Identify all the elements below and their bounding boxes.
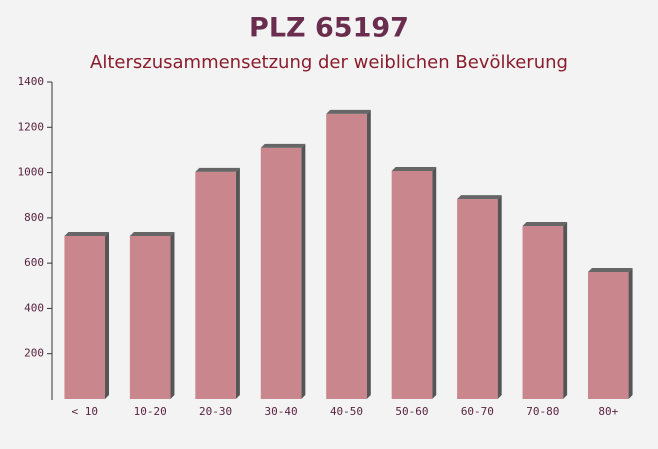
x-tick-label: 50-60 — [395, 405, 428, 418]
bar — [260, 147, 302, 399]
bar-side — [628, 267, 633, 399]
bar-top — [587, 267, 633, 272]
bar-side — [497, 195, 502, 399]
bar-side — [563, 222, 568, 399]
y-tick-label: 1200 — [18, 120, 45, 133]
bar-side — [432, 166, 437, 399]
y-tick-label: 600 — [24, 256, 44, 269]
bar-top — [64, 231, 110, 236]
bar — [195, 171, 236, 399]
bar-side — [170, 231, 175, 399]
x-tick-label: 80+ — [598, 405, 618, 418]
bar — [457, 199, 498, 399]
bar-top — [522, 222, 568, 227]
bar-top — [326, 109, 371, 114]
y-tick-label: 800 — [24, 211, 44, 224]
x-tick-label: 60-70 — [461, 405, 494, 418]
y-tick-label: 400 — [24, 301, 44, 314]
x-tick-label: 20-30 — [199, 405, 232, 418]
bar-top — [457, 195, 502, 200]
bar-side — [235, 167, 240, 399]
x-tick-label: 30-40 — [264, 405, 297, 418]
y-tick-label: 200 — [24, 347, 44, 360]
bar-side — [301, 143, 306, 399]
x-tick-label: 10-20 — [134, 405, 167, 418]
bar-side — [105, 231, 110, 399]
chart-subtitle: Alterszusammensetzung der weiblichen Bev… — [90, 52, 568, 73]
bar-top — [391, 166, 437, 171]
x-tick-label: 40-50 — [330, 405, 363, 418]
y-tick-label: 1000 — [18, 166, 45, 179]
chart-title: PLZ 65197 — [249, 13, 409, 44]
x-tick-label: < 10 — [71, 405, 98, 418]
x-tick-label: 70-80 — [526, 405, 559, 418]
y-tick-label: 1400 — [18, 75, 45, 88]
bar-top — [195, 167, 240, 172]
bar-side — [366, 109, 371, 400]
bar — [391, 170, 433, 399]
bar-top — [260, 143, 306, 148]
bar — [326, 113, 367, 400]
bar — [587, 271, 629, 399]
bar — [522, 226, 564, 399]
bar — [64, 235, 106, 399]
bar — [129, 235, 171, 399]
bar-top — [129, 231, 175, 236]
